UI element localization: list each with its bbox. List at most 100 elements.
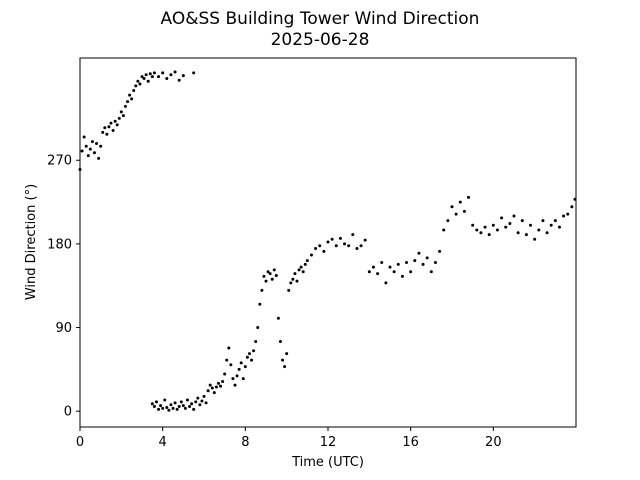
data-point (266, 270, 270, 274)
data-point (227, 346, 231, 350)
data-point (144, 73, 148, 77)
data-point (250, 358, 254, 362)
data-point (105, 132, 109, 136)
chart-title: AO&SS Building Tower Wind Direction (161, 9, 480, 29)
data-point (479, 231, 483, 235)
data-point (150, 402, 154, 406)
data-point (192, 407, 196, 411)
data-point (177, 78, 181, 82)
data-point (202, 394, 206, 398)
data-point (529, 223, 533, 227)
y-axis-label: Wind Direction (°) (24, 184, 39, 300)
data-point (343, 242, 347, 246)
data-point (175, 407, 179, 411)
data-point (126, 100, 130, 104)
data-point (188, 405, 192, 409)
data-point (446, 219, 450, 223)
data-point (570, 205, 574, 209)
data-point (289, 281, 293, 285)
data-point (99, 144, 103, 148)
data-point (237, 367, 241, 371)
data-point (142, 76, 146, 80)
data-point (495, 228, 499, 232)
data-point (200, 399, 204, 403)
data-point (181, 404, 185, 408)
data-point (541, 219, 545, 223)
data-point (454, 212, 458, 216)
data-point (179, 400, 183, 404)
data-point (171, 406, 175, 410)
data-point (95, 142, 99, 146)
y-axis: 0 90 180 270 (47, 154, 80, 420)
data-point (101, 130, 105, 134)
data-point (154, 400, 158, 404)
data-point (314, 247, 318, 251)
data-point (107, 125, 111, 129)
data-point (183, 406, 187, 410)
data-point (458, 200, 462, 204)
data-point (566, 212, 570, 216)
data-point (229, 363, 233, 367)
data-point (262, 274, 266, 278)
data-point (173, 401, 177, 405)
data-point (293, 272, 297, 276)
data-point (128, 93, 132, 97)
data-point (206, 389, 210, 393)
data-point (130, 97, 134, 101)
data-point (216, 381, 220, 385)
data-point (295, 279, 299, 283)
data-point (475, 228, 479, 232)
data-point (409, 270, 413, 274)
data-point (371, 265, 375, 269)
data-point (500, 216, 504, 220)
data-point (442, 228, 446, 232)
x-tick-label: 8 (241, 435, 249, 450)
data-point (268, 272, 272, 276)
data-point (78, 168, 82, 172)
data-point (165, 405, 169, 409)
data-point (433, 260, 437, 264)
data-point (140, 75, 144, 79)
data-point (258, 302, 262, 306)
data-point (169, 403, 173, 407)
data-point (150, 75, 154, 79)
data-point (462, 209, 466, 213)
data-point (285, 352, 289, 356)
data-point (86, 154, 90, 158)
data-point (181, 74, 185, 78)
data-point (208, 383, 212, 387)
data-point (425, 256, 429, 260)
y-tick-label: 270 (47, 154, 72, 169)
data-point (157, 75, 161, 79)
data-point (388, 265, 392, 269)
data-point (355, 247, 359, 251)
data-point (161, 71, 165, 75)
x-tick-label: 12 (320, 435, 337, 450)
data-point (113, 119, 117, 123)
data-point (483, 225, 487, 229)
data-point (392, 270, 396, 274)
data-point (210, 386, 214, 390)
data-point (159, 404, 163, 408)
data-point (196, 396, 200, 400)
data-point (281, 358, 285, 362)
data-point (192, 71, 196, 75)
data-point (117, 116, 121, 120)
data-point (152, 405, 156, 409)
data-point (103, 126, 107, 130)
data-point (297, 268, 301, 272)
data-point (148, 72, 152, 76)
data-point (450, 205, 454, 209)
data-point (363, 238, 367, 242)
data-point (173, 70, 177, 74)
data-point (134, 84, 138, 88)
data-point (256, 326, 260, 330)
data-point (351, 233, 355, 237)
data-point (111, 128, 115, 132)
data-point (413, 259, 417, 263)
data-point (82, 135, 86, 139)
data-point (562, 214, 566, 218)
data-point (152, 71, 156, 75)
y-tick-label: 180 (47, 237, 72, 252)
data-point (90, 140, 94, 144)
